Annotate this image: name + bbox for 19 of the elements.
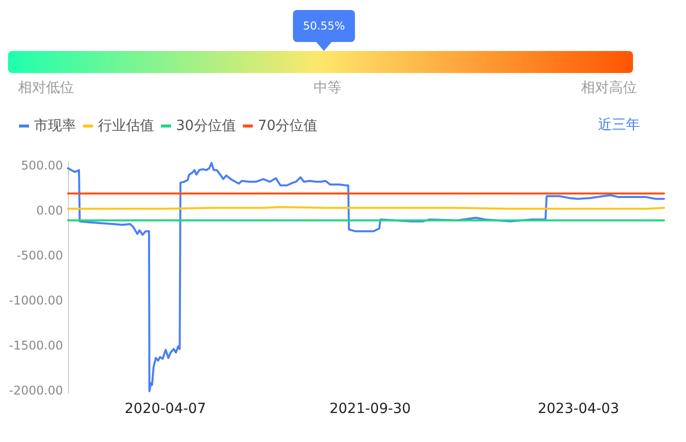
y-tick-label: -2000.00 [9, 383, 63, 398]
legend-label: 70分位值 [258, 118, 318, 134]
y-tick-label: 0.00 [36, 204, 63, 218]
text: 相对高位 [581, 80, 637, 96]
data-label: 50.55% [302, 20, 345, 32]
legend-label: 30分位值 [176, 118, 236, 134]
y-tick-label: 500.00 [21, 158, 63, 173]
legend-label: 市现率 [34, 118, 76, 134]
legend-label: 行业估值 [98, 118, 154, 134]
y-tick-label: -1500.00 [9, 338, 63, 352]
text: 相对低位 [18, 80, 74, 96]
line-series [67, 162, 665, 392]
y-tick-label: -1000.00 [9, 293, 63, 308]
x-tick-label: 2020-04-07 [124, 401, 206, 417]
text: 近三年 [598, 117, 640, 133]
x-tick-label: 2021-09-30 [329, 401, 411, 417]
x-tick-label: 2023-04-03 [538, 401, 620, 417]
text: 中等 [314, 80, 342, 96]
y-tick-label: -500.00 [16, 248, 63, 262]
